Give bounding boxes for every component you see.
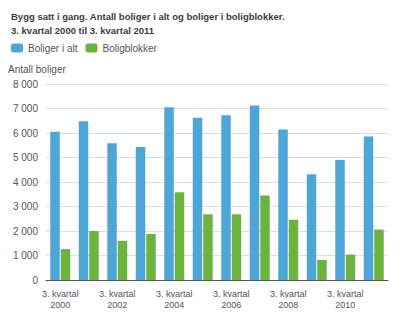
svg-text:3. kvartal: 3. kvartal — [270, 289, 307, 299]
svg-text:2006: 2006 — [221, 300, 241, 310]
svg-text:2010: 2010 — [335, 300, 355, 310]
svg-text:7 000: 7 000 — [13, 103, 38, 114]
svg-text:3. kvartal: 3. kvartal — [327, 289, 364, 299]
svg-text:4 000: 4 000 — [13, 177, 38, 188]
svg-text:8 000: 8 000 — [13, 79, 38, 90]
svg-text:Boliger i alt: Boliger i alt — [28, 43, 78, 54]
svg-text:2 000: 2 000 — [13, 226, 38, 237]
svg-text:3. kvartal: 3. kvartal — [99, 289, 136, 299]
svg-text:2000: 2000 — [50, 300, 70, 310]
svg-text:6 000: 6 000 — [13, 128, 38, 139]
svg-text:3. kvartal: 3. kvartal — [156, 289, 193, 299]
svg-text:2004: 2004 — [164, 300, 184, 310]
svg-text:Boligblokker: Boligblokker — [102, 43, 157, 54]
svg-text:Antall boliger: Antall boliger — [8, 64, 66, 75]
svg-text:3. kvartal: 3. kvartal — [42, 289, 79, 299]
svg-text:3 000: 3 000 — [13, 201, 38, 212]
svg-text:5 000: 5 000 — [13, 152, 38, 163]
svg-text:2002: 2002 — [107, 300, 127, 310]
svg-text:Bygg satt i gang. Antall bolig: Bygg satt i gang. Antall boliger i alt o… — [11, 11, 285, 22]
svg-text:3. kvartal: 3. kvartal — [213, 289, 250, 299]
svg-text:0: 0 — [32, 275, 38, 286]
svg-text:2008: 2008 — [278, 300, 298, 310]
svg-text:1 000: 1 000 — [13, 250, 38, 261]
svg-text:3. kvartal 2000 til 3. kvartal: 3. kvartal 2000 til 3. kvartal 2011 — [11, 25, 155, 36]
